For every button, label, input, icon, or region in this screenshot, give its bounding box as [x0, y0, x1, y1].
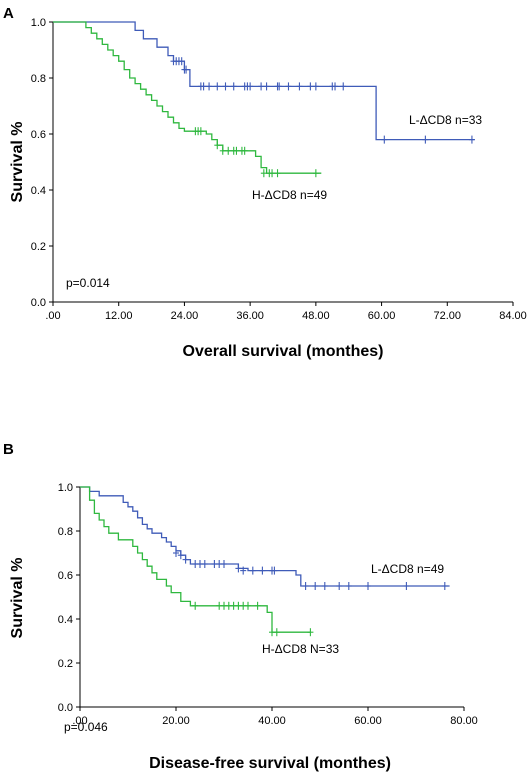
y-tick-label: 0.8 — [58, 526, 73, 538]
y-tick-label: 0.8 — [31, 73, 46, 85]
y-tick-label: 0.4 — [58, 614, 73, 626]
y-axis-title-a: Survival % — [9, 122, 26, 203]
y-tick-label: 0.2 — [31, 241, 46, 253]
series-label-h-b: H-ΔCD8 N=33 — [262, 642, 339, 656]
y-tick-label: 0.0 — [58, 702, 73, 714]
y-tick-label: 0.4 — [31, 185, 46, 197]
p-value-a: p=0.014 — [66, 276, 110, 290]
y-tick-label: 0.0 — [31, 297, 46, 309]
x-tick-label: 72.00 — [434, 310, 462, 322]
y-tick-label: 0.6 — [58, 570, 73, 582]
x-tick-label: 60.00 — [354, 715, 382, 727]
x-tick-label: 20.00 — [162, 715, 190, 727]
x-tick-label: 80.00 — [450, 715, 478, 727]
x-axis-title-a: Overall survival (monthes) — [183, 343, 384, 360]
x-tick-label: 36.00 — [236, 310, 264, 322]
x-tick-label: 60.00 — [368, 310, 396, 322]
y-axis-title-b: Survival % — [9, 558, 26, 639]
x-tick-label: .00 — [45, 310, 60, 322]
x-tick-label: 48.00 — [302, 310, 330, 322]
y-tick-label: 1.0 — [31, 17, 46, 29]
x-tick-label: 84.00 — [499, 310, 527, 322]
series-label-l-b: L-ΔCD8 n=49 — [371, 562, 444, 576]
panel-a: A Survival % Overall survival (monthes) … — [3, 5, 527, 360]
series-line-h-b — [80, 486, 311, 633]
y-tick-label: 0.6 — [31, 129, 46, 141]
panel-letter-b: B — [3, 441, 14, 458]
panel-letter-a: A — [3, 5, 14, 22]
x-tick-label: 40.00 — [258, 715, 286, 727]
x-tick-label: 24.00 — [171, 310, 199, 322]
x-tick-label: 12.00 — [105, 310, 133, 322]
series-label-l-a: L-ΔCD8 n=33 — [409, 113, 482, 127]
x-tick-label: .00 — [72, 715, 87, 727]
y-tick-label: 0.2 — [58, 658, 73, 670]
y-tick-label: 1.0 — [58, 482, 73, 494]
series-line-l-a — [53, 21, 475, 141]
series-line-h-a — [53, 21, 322, 174]
x-axis-title-b: Disease-free survival (monthes) — [149, 755, 391, 772]
panel-b: B Survival % Disease-free survival (mont… — [3, 441, 478, 772]
p-value-b: p=0.046 — [64, 720, 108, 734]
series-label-h-a: H-ΔCD8 n=49 — [252, 188, 327, 202]
